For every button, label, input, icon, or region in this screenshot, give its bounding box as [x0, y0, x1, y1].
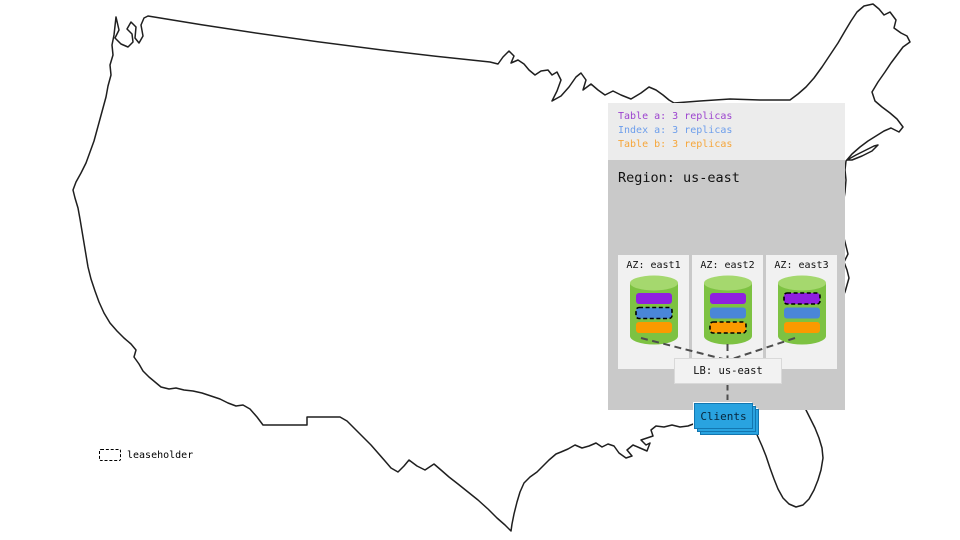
replica-bar-table_a-leaseholder — [782, 292, 821, 305]
db-cylinder-icon — [629, 275, 678, 345]
legend-line-table_a: Table a: 3 replicas — [618, 111, 733, 122]
replica-bar-table_a — [709, 293, 746, 304]
replica-bar-table_b — [635, 322, 672, 333]
db-cylinder-icon — [703, 275, 752, 345]
region-diagram-panel: Table a: 3 replicas Index a: 3 replicas Ta… — [608, 103, 845, 435]
az-box: AZ: east2 — [692, 255, 763, 369]
clients-stack: Clients — [694, 403, 759, 435]
az-label: AZ: east2 — [700, 260, 755, 271]
db-cylinder-icon — [777, 275, 826, 345]
leaseholder-key: leaseholder — [99, 449, 193, 461]
legend-line-index_a: Index a: 3 replicas — [618, 125, 733, 136]
leaseholder-swatch-icon — [99, 449, 121, 461]
az-box: AZ: east3 — [766, 255, 837, 369]
replica-bar-table_b — [783, 322, 820, 333]
az-label: AZ: east1 — [626, 260, 681, 271]
leaseholder-label: leaseholder — [127, 449, 194, 461]
az-row: AZ: east1 AZ: east2 AZ: east3 — [618, 255, 837, 369]
region-title: Region: us-east — [618, 170, 740, 186]
replica-bar-index_a-leaseholder — [634, 306, 673, 320]
az-box: AZ: east1 — [618, 255, 689, 369]
clients-box: Clients — [694, 403, 753, 429]
region-panel: Region: us-east AZ: east1 AZ: east2 AZ: … — [608, 160, 845, 435]
long-island-outline — [846, 144, 879, 161]
replica-bar-table_b-leaseholder — [708, 321, 747, 334]
legend-line-table_b: Table b: 3 replicas — [618, 139, 733, 150]
replica-bar-table_a — [635, 293, 672, 304]
az-label: AZ: east3 — [774, 260, 829, 271]
replica-bar-index_a — [783, 307, 820, 319]
replica-bar-index_a — [709, 307, 746, 319]
replica-legend: Table a: 3 replicas Index a: 3 replicas Ta… — [608, 103, 845, 160]
load-balancer-box: LB: us-east — [674, 358, 782, 384]
